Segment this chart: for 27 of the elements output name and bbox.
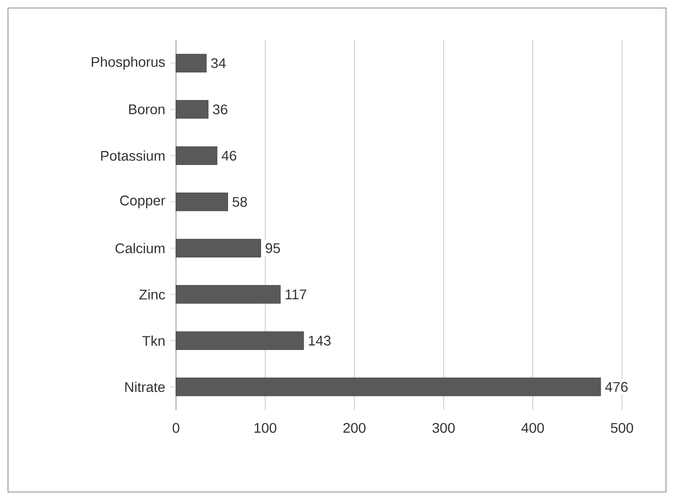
y-tick-label: Nitrate <box>125 382 165 392</box>
data-label: 476 <box>605 382 628 392</box>
data-label: 143 <box>308 336 331 346</box>
x-tick-label: 100 <box>254 422 276 433</box>
bar <box>176 100 208 119</box>
y-tick-label: Zinc <box>139 289 166 300</box>
data-label: 117 <box>286 290 306 300</box>
y-tick-label: Tkn <box>142 336 164 346</box>
x-tick-label: 400 <box>521 422 544 433</box>
bar <box>176 378 601 396</box>
data-label: 95 <box>266 243 280 254</box>
x-tick-label: 0 <box>172 422 180 433</box>
y-tick-label: Copper <box>120 196 166 208</box>
bar <box>176 146 218 165</box>
data-label: 34 <box>211 58 226 68</box>
x-tick-label: 300 <box>432 422 455 433</box>
y-tick-label: Potassium <box>101 150 164 161</box>
x-tick-label: 500 <box>610 422 634 433</box>
bar <box>176 331 304 350</box>
y-tick-label: Phosphorus <box>92 56 165 70</box>
y-tick-label: Boron <box>129 104 164 114</box>
data-label: 58 <box>232 196 247 207</box>
y-tick-label: Calcium <box>116 242 164 254</box>
bar <box>176 238 262 258</box>
x-tick-label: 200 <box>343 422 366 433</box>
data-label: 36 <box>212 104 228 114</box>
data-label: 46 <box>222 150 236 161</box>
